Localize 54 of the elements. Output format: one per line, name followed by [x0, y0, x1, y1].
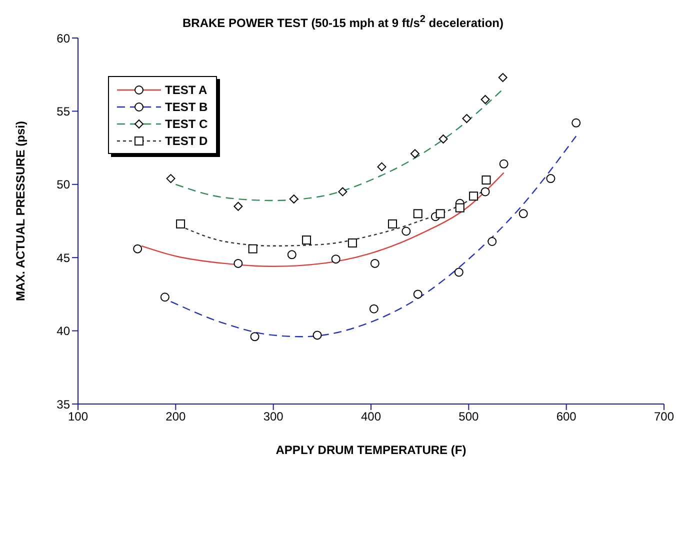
point [338, 187, 348, 196]
point [370, 258, 380, 268]
point [250, 332, 260, 342]
point [469, 192, 478, 201]
point [436, 209, 445, 218]
legend-label: TEST C [165, 116, 208, 130]
point [488, 236, 497, 246]
point [518, 209, 528, 218]
point [312, 330, 322, 340]
y-tick-label: 55 [56, 104, 70, 118]
point [331, 254, 340, 264]
legend-label: TEST A [165, 82, 208, 96]
legend-label: TEST B [165, 100, 208, 114]
point [455, 203, 464, 212]
y-tick-label: 45 [56, 250, 70, 265]
point [133, 244, 142, 254]
y-tick-label: 40 [56, 324, 70, 338]
point [499, 159, 508, 168]
point [160, 292, 170, 302]
point [480, 187, 490, 196]
point [348, 238, 357, 248]
x-tick-label: 400 [360, 410, 382, 424]
x-tick-label: 100 [68, 410, 88, 424]
point [454, 268, 464, 277]
y-axis-title: MAX. ACTUAL PRESSURE (psi) [13, 120, 28, 301]
point [462, 114, 472, 124]
point [482, 176, 491, 185]
point [410, 149, 420, 158]
x-tick-label: 500 [458, 410, 479, 424]
point [546, 174, 556, 184]
point [176, 219, 186, 228]
point [248, 244, 258, 254]
y-tick-label: 60 [56, 31, 70, 46]
x-tick-label: 700 [654, 410, 674, 424]
legend-label: TEST D [165, 134, 208, 148]
point [369, 304, 378, 314]
x-tick-label: 600 [556, 410, 577, 424]
y-tick-label: 35 [56, 397, 70, 412]
point [377, 162, 386, 172]
point [302, 236, 312, 245]
point [413, 209, 422, 218]
point [234, 202, 243, 211]
chart-title: BRAKE POWER TEST (50-15 mph at 9 ft/s$^{2}$ deceleration) [182, 13, 504, 32]
point [572, 118, 581, 128]
point [287, 250, 296, 260]
point [413, 290, 422, 299]
point [289, 194, 298, 204]
point [388, 219, 397, 228]
x-tick-label: 200 [166, 410, 186, 424]
x-axis-title: APPLY DRUM TEMPERATURE (F) [276, 443, 466, 457]
y-tick-label: 50 [56, 178, 70, 192]
point [234, 258, 243, 268]
x-tick-label: 300 [263, 410, 284, 424]
point [402, 226, 411, 236]
